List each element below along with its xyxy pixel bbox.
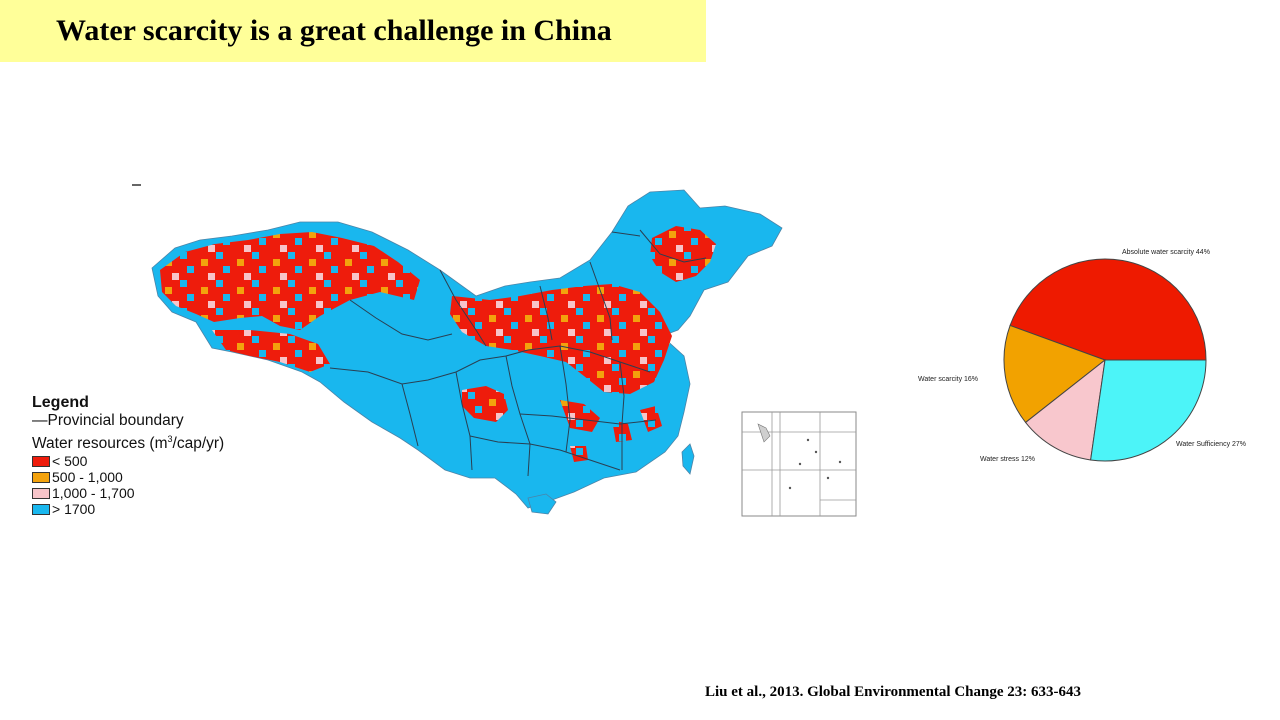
legend-swatch [32,487,50,499]
hainan-island [527,493,557,515]
legend-item-label: < 500 [52,453,88,470]
pie-label: Water Sufficiency 27% [1176,441,1247,448]
legend-resources-superscript: 3 [167,434,173,444]
northeast-scarcity-area [650,226,716,282]
legend-item-label: 500 - 1,000 [52,469,123,486]
legend-swatch [32,455,50,467]
legend-item: > 1700 [32,501,224,517]
sichuan-scarcity-area [462,386,508,422]
legend-item: < 500 [32,453,224,469]
title-banner [0,0,706,62]
pie-label: Water scarcity 16% [918,376,979,383]
legend-resources-label: Water resources (m3/cap/yr) [32,430,224,453]
legend-swatch [32,471,50,483]
taiwan-island [681,443,695,475]
northwest-scarcity-area [160,232,420,330]
legend-swatch [32,503,50,515]
south-china-sea-inset [741,411,857,517]
legend-resources-suffix: /cap/yr) [172,435,225,453]
pie-slice [1024,358,1106,461]
china-water-map [132,184,857,517]
legend-item-label: > 1700 [52,501,96,518]
slide-title: Water scarcity is a great challenge in C… [56,14,612,47]
water-status-pie-chart [1003,258,1207,462]
legend-title: Legend [32,394,89,411]
legend-boundary-label: —Provincial boundary [32,412,184,429]
provincial-boundaries [329,229,707,477]
legend-item-label: 1,000 - 1,700 [52,485,135,502]
legend-resources-prefix: Water resources (m [32,435,168,453]
pie-slice [1009,258,1207,361]
pie-label: Absolute water scarcity 44% [1122,249,1210,256]
pie-slice [1003,324,1107,424]
pie-slice [1090,359,1207,462]
southern-scarcity-patches [560,400,662,462]
pie-label: Water stress 12% [980,456,1035,463]
map-legend: Legend —Provincial boundary Water resour… [32,394,224,517]
legend-item: 500 - 1,000 [32,469,224,485]
legend-item: 1,000 - 1,700 [32,485,224,501]
citation: Liu et al., 2013. Global Environmental C… [705,684,1081,700]
north-china-scarcity-area [450,284,672,394]
central-west-scarcity-area [212,330,330,372]
